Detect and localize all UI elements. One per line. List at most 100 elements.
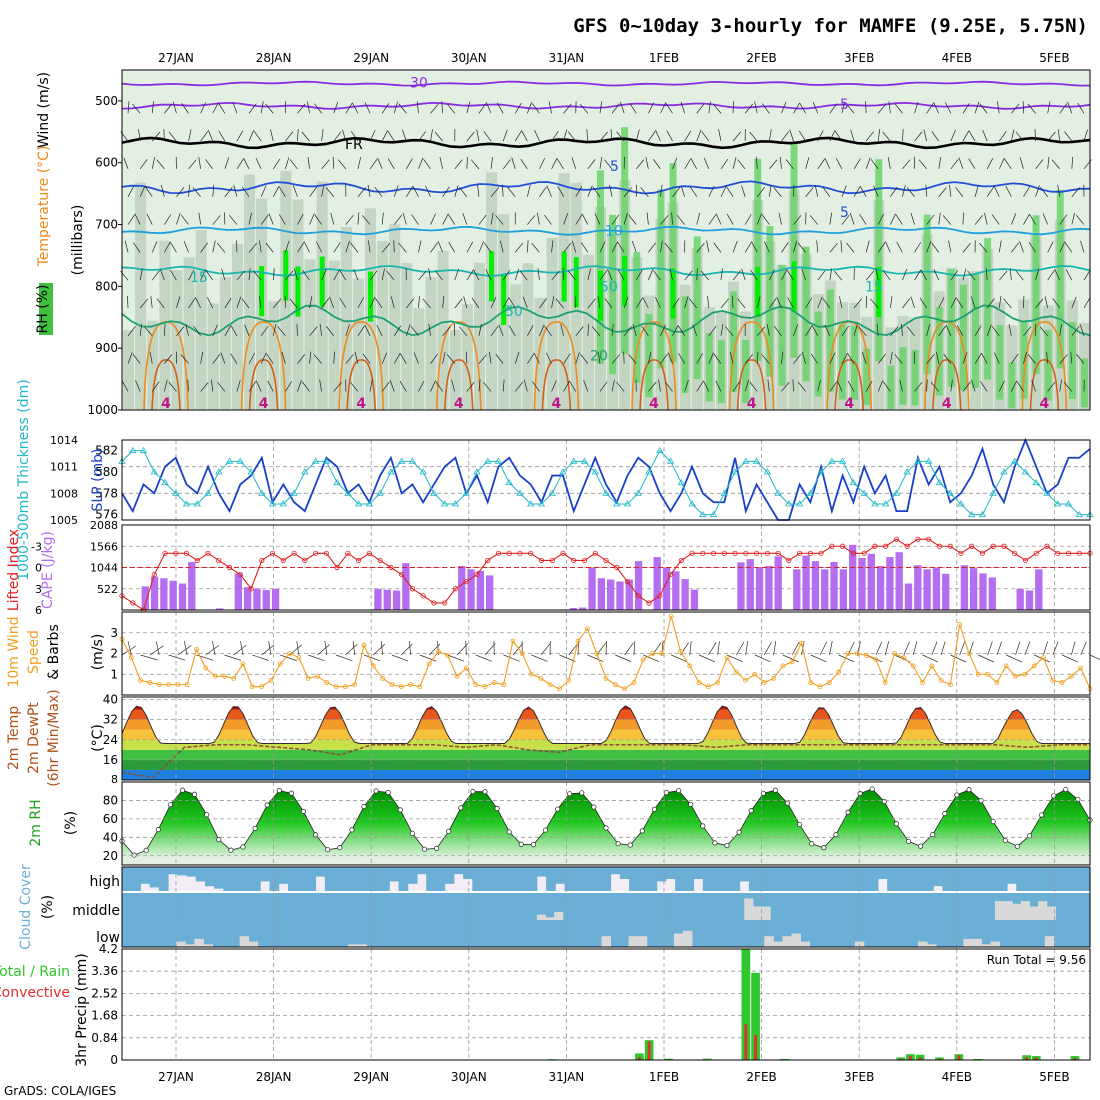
- contour-label: 4: [844, 396, 854, 412]
- wind-barb: [393, 101, 398, 114]
- wind-barb: [616, 381, 625, 392]
- wind-barb: [248, 103, 257, 114]
- wind-barb: [307, 156, 310, 169]
- wind-barb: [817, 296, 823, 309]
- wind-barb: [187, 379, 189, 392]
- cape-bar: [216, 608, 224, 610]
- wind-barb: [756, 187, 765, 197]
- wind-barb: [533, 352, 540, 364]
- wind-barb: [374, 297, 383, 309]
- wind-barb: [551, 131, 559, 142]
- precip-convective-bar: [918, 1057, 922, 1060]
- temp-contour-30: [346, 359, 376, 411]
- lifted-index-marker: [366, 550, 372, 556]
- wind-barb: [890, 213, 896, 225]
- lifted-index-marker: [399, 571, 405, 578]
- wind-barb: [302, 381, 310, 392]
- wind-barb: [1005, 185, 1012, 197]
- thickness-marker: [989, 489, 997, 496]
- wind-barb: [847, 380, 855, 392]
- cape-bar: [374, 588, 382, 610]
- wind-barb: [393, 325, 402, 337]
- lifted-index-marker: [474, 571, 480, 578]
- rh-marker: [482, 789, 488, 795]
- cloud-high-bar: [297, 867, 307, 891]
- isotherm-label: 5: [840, 97, 849, 113]
- wind-barb: [466, 131, 475, 142]
- wind-barb: [381, 212, 384, 225]
- rh-marker: [300, 808, 307, 814]
- wind-barb: [508, 325, 516, 336]
- slp-tick-label: 1011: [50, 461, 78, 474]
- wind-barb: [877, 242, 886, 253]
- temp-contour-25: [436, 321, 482, 411]
- top-date-label: 27JAN: [158, 51, 194, 65]
- thickness-marker: [397, 457, 406, 464]
- wind-speed-marker: [1050, 678, 1056, 683]
- wind-barb: [979, 103, 988, 114]
- cloud-high-bar: [463, 867, 473, 879]
- thickness-marker: [742, 457, 750, 464]
- cloud-high-bar: [601, 867, 612, 891]
- wind-barb: [478, 214, 487, 225]
- lifted-index-marker: [721, 550, 727, 556]
- wind-axis-label-3: & Barbs: [46, 624, 62, 680]
- bottom-date-axis: 27JAN 28JAN 29JAN 30JAN 31JAN 1FEB 2FEB 3FEB 4FE…: [158, 1070, 1069, 1084]
- wind-barb: [744, 379, 749, 392]
- contour-label: 4: [649, 396, 659, 412]
- wind-barb: [563, 103, 572, 114]
- wind-speed-marker: [138, 678, 144, 683]
- wind-speed-marker: [575, 638, 581, 644]
- wind-barb: [672, 297, 680, 309]
- lifted-index-marker: [603, 557, 609, 564]
- cape-bar: [616, 581, 624, 610]
- wind-barb: [389, 380, 395, 392]
- wind-speed-marker: [529, 671, 534, 677]
- rh-marker: [276, 788, 282, 794]
- wind-barb: [221, 268, 226, 281]
- wind-barb: [817, 158, 825, 170]
- wind-barb: [522, 296, 528, 309]
- wind-barb: [236, 270, 245, 281]
- rh-marker: [688, 801, 694, 807]
- wind-barb: [586, 129, 589, 142]
- wind-barb: [899, 379, 903, 392]
- thickness-marker: [774, 489, 782, 496]
- wind-barb: [1057, 129, 1061, 142]
- cloud-high-bar: [592, 867, 602, 891]
- wind-barb: [744, 354, 753, 364]
- lifted-index-marker: [893, 536, 900, 542]
- wind-speed-marker: [789, 659, 795, 665]
- wind-barb: [127, 214, 135, 225]
- wind-barb: [1023, 186, 1031, 197]
- wind-barb: [539, 298, 547, 309]
- wind-speed-marker: [491, 680, 497, 685]
- wind-barb: [773, 187, 782, 197]
- rh-shading: [645, 313, 653, 398]
- wind-barb: [369, 158, 378, 170]
- wind-barb: [751, 241, 758, 253]
- wind-barb: [1059, 214, 1068, 225]
- wind-barb: [1071, 187, 1080, 197]
- temp-tick-label: 24: [103, 733, 118, 747]
- cloud-high-bar: [748, 867, 759, 891]
- temp-contour-30: [1029, 359, 1060, 411]
- wind-barb: [551, 240, 554, 253]
- wind-barb: [139, 159, 148, 170]
- wind-barb: [569, 381, 577, 392]
- wind-barb: [623, 351, 625, 364]
- rh-shading: [573, 257, 579, 308]
- rh-marker: [446, 828, 452, 834]
- wind-barb: [151, 381, 160, 392]
- wind-barb: [587, 159, 596, 170]
- rh-shading: [413, 308, 425, 410]
- cloud-high-bar: [693, 867, 704, 879]
- wind-barb: [761, 214, 770, 225]
- wind-speed-marker: [752, 671, 758, 677]
- wind-barb: [846, 103, 855, 114]
- rh-shading: [135, 182, 147, 410]
- thickness-marker: [290, 489, 298, 496]
- wind-barb: [1016, 381, 1024, 392]
- wind-barb: [579, 103, 589, 114]
- wind-barb: [914, 381, 923, 392]
